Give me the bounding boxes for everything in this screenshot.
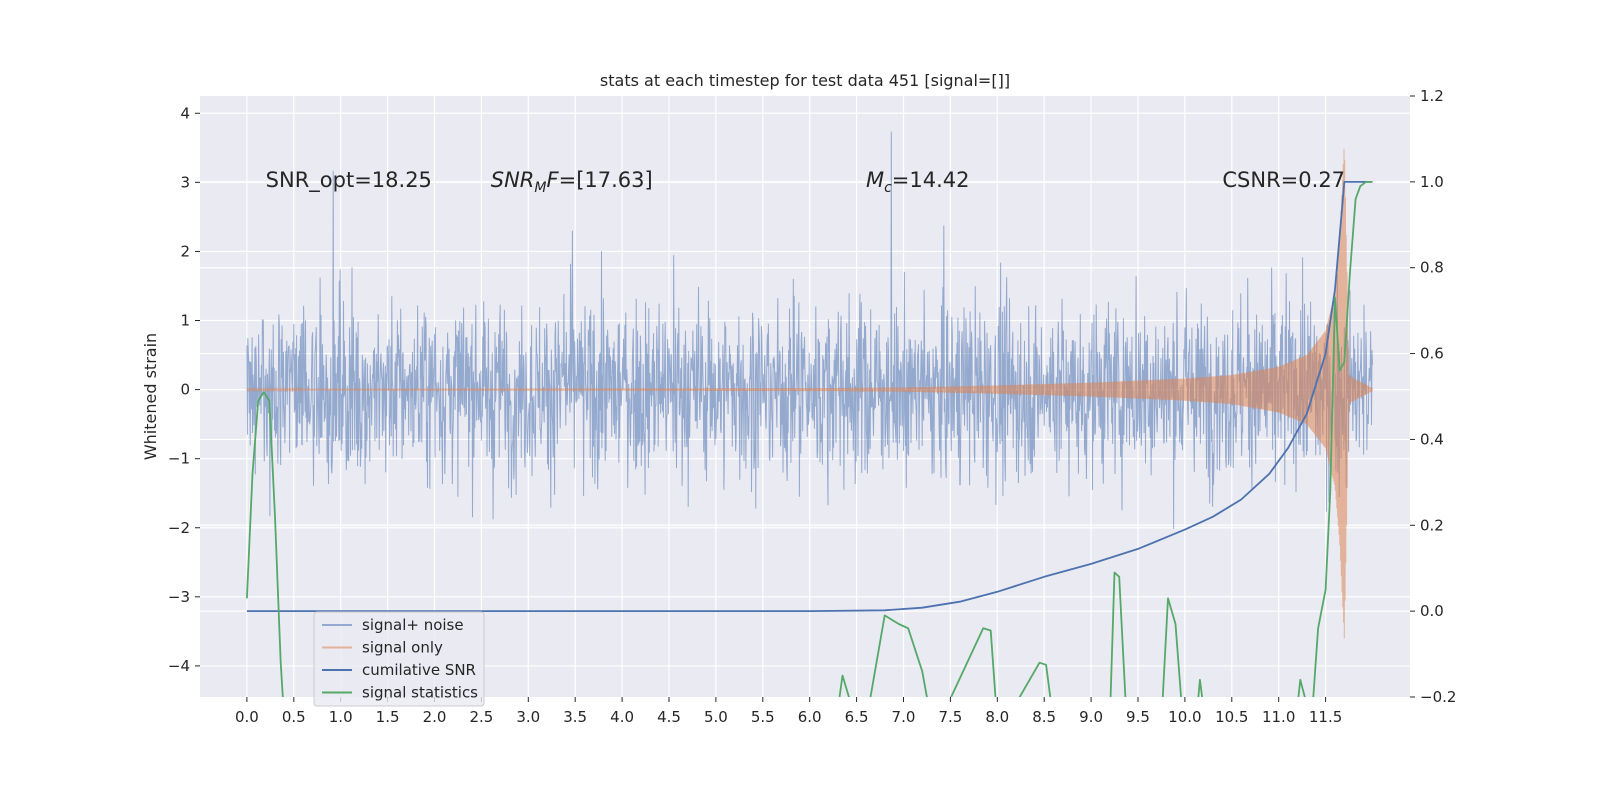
series-signal-plus-noise [246, 131, 1373, 529]
plot-content [246, 131, 1373, 697]
annotation-text: SNRMF=[17.63] [491, 168, 653, 196]
x-tick-label: 11.0 [1262, 708, 1295, 726]
x-tick-label: 4.5 [657, 708, 681, 726]
y2-tick-label: 0.8 [1420, 259, 1444, 277]
x-tick-label: 7.0 [892, 708, 916, 726]
x-tick-label: 5.0 [704, 708, 728, 726]
x-tick-label: 11.5 [1309, 708, 1342, 726]
legend-label: signal+ noise [362, 616, 464, 634]
x-tick-label: 10.0 [1168, 708, 1201, 726]
y2-tick-label: 0.0 [1420, 602, 1444, 620]
y2-tick-label: −0.2 [1420, 688, 1456, 706]
y2-tick-label: 0.2 [1420, 516, 1444, 534]
x-tick-label: 10.5 [1215, 708, 1248, 726]
axes-layer: 0.0 0.5 1.0 1.5 2.0 2.5 3.0 3.5 4.0 4.5 5.0 5.5 6.0 6… [168, 87, 1457, 726]
annotation-text: SNR_opt=18.25 [266, 168, 432, 193]
cumilative-snr-line [246, 181, 1373, 612]
x-tick-label: 0.0 [235, 708, 259, 726]
y-tick-label: 2 [180, 242, 190, 260]
x-tick-label: 1.5 [376, 708, 400, 726]
x-tick-label: 4.0 [610, 708, 634, 726]
x-tick-label: 8.5 [1032, 708, 1056, 726]
y-tick-label: 0 [180, 381, 190, 399]
y-tick-label: −1 [168, 450, 190, 468]
x-tick-label: 2.5 [469, 708, 493, 726]
y-tick-label: −4 [168, 657, 190, 675]
y-tick-label: −2 [168, 519, 190, 537]
x-tick-label: 0.5 [282, 708, 306, 726]
x-tick-label: 5.5 [751, 708, 775, 726]
x-tick-label: 9.0 [1079, 708, 1103, 726]
x-tick-label: 2.0 [423, 708, 447, 726]
x-tick-label: 9.5 [1126, 708, 1150, 726]
y-tick-label: 4 [180, 104, 190, 122]
legend-box [313, 611, 485, 707]
y-tick-label: 3 [180, 173, 190, 191]
annotation-text: CSNR=0.27 [1222, 168, 1345, 192]
y-tick-label: −3 [168, 588, 190, 606]
annotations-layer: SNR_opt=18.25 SNRMF=[17.63] Mc=14.42 CSNR=0… [266, 168, 1345, 196]
x-tick-label: 7.5 [938, 708, 962, 726]
legend-label: cumilative SNR [362, 661, 476, 679]
legend: signal+ noise signal only cumilative SNR si… [313, 611, 485, 707]
x-tick-label: 1.0 [329, 708, 353, 726]
x-tick-label: 3.0 [516, 708, 540, 726]
y-axis-label: Whitened strain [141, 333, 160, 460]
series-signal-only [246, 148, 1373, 639]
legend-label: signal statistics [362, 684, 478, 702]
x-tick-label: 3.5 [563, 708, 587, 726]
y2-tick-label: 0.6 [1420, 345, 1444, 363]
x-tick-label: 8.0 [985, 708, 1009, 726]
signal-plus-noise-line [246, 131, 1373, 529]
annotation-text: Mc=14.42 [866, 168, 970, 196]
signal-statistics-line [246, 181, 1373, 697]
x-tick-label: 6.0 [798, 708, 822, 726]
legend-label: signal only [362, 639, 443, 657]
series-lines [246, 181, 1373, 697]
signal-only-line [246, 148, 1373, 639]
y2-tick-label: 1.2 [1420, 87, 1444, 105]
y-tick-label: 1 [180, 312, 190, 330]
y2-tick-label: 0.4 [1420, 430, 1444, 448]
y2-tick-label: 1.0 [1420, 173, 1444, 191]
chart-title: stats at each timestep for test data 451… [600, 71, 1010, 90]
x-tick-label: 6.5 [845, 708, 869, 726]
